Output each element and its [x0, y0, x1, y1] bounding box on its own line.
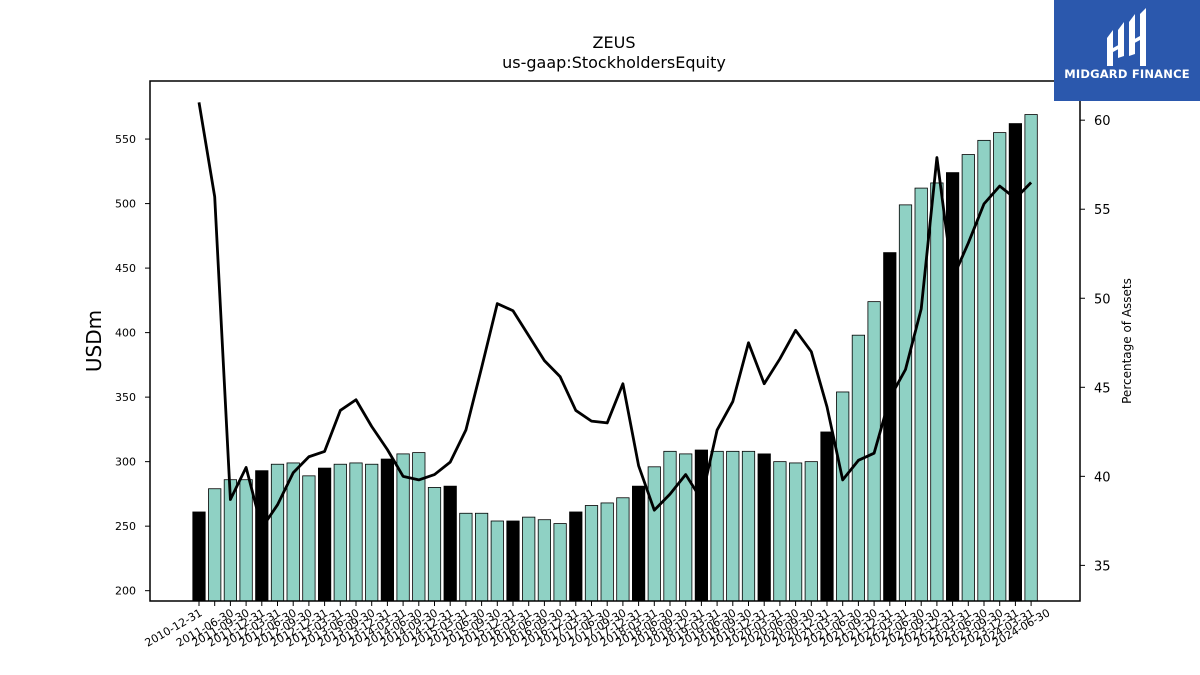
y-tick-label: 250	[115, 520, 136, 533]
plot-frame	[149, 80, 1081, 602]
bar	[804, 461, 818, 602]
bar	[522, 516, 536, 602]
bar	[584, 505, 599, 602]
bar	[365, 463, 379, 602]
bar	[914, 187, 928, 602]
bar	[836, 391, 850, 602]
bar	[412, 452, 426, 602]
bar	[632, 485, 646, 602]
y-tick-label: 550	[115, 133, 136, 146]
bar	[349, 462, 363, 602]
brand-name: MIDGARD FINANCE	[1064, 67, 1190, 81]
bar	[208, 488, 222, 602]
bar	[569, 511, 583, 602]
line-path	[197, 102, 1033, 530]
bar	[663, 450, 677, 602]
y-axis-label: USDm	[82, 310, 106, 372]
bar	[270, 463, 285, 602]
y-tick-label: 200	[115, 585, 136, 598]
bar	[851, 334, 866, 602]
y-tick-label: 500	[115, 198, 136, 211]
bar	[490, 520, 504, 602]
bar	[443, 485, 457, 602]
line-series	[197, 102, 1033, 530]
bar	[553, 523, 567, 602]
bar	[302, 475, 316, 602]
bar	[239, 479, 253, 602]
bar	[317, 467, 332, 602]
midgard-logo-icon	[1107, 8, 1146, 66]
bar	[474, 512, 489, 602]
bar	[380, 458, 395, 602]
bar	[883, 252, 897, 602]
y2-axis-label: Percentage of Assets	[1120, 278, 1134, 404]
bar	[741, 450, 756, 602]
brand-logo: MIDGARD FINANCE	[1054, 0, 1200, 101]
bar	[710, 450, 724, 602]
bar	[930, 182, 944, 602]
bar	[600, 502, 614, 602]
bar	[427, 487, 442, 602]
y2-tick-label: 40	[1094, 470, 1111, 485]
x-axis-ticks: 2010-12-312011-06-302011-09-302011-12-31…	[143, 601, 1052, 650]
y2-tick-label: 35	[1094, 559, 1111, 574]
y2-axis-ticks: 35 40 45 50 55 60	[1080, 114, 1111, 574]
bar	[506, 520, 520, 602]
y-axis-ticks: 200 250 300 350 400 450 500 550	[115, 133, 150, 598]
bar	[647, 466, 661, 602]
bar	[537, 519, 552, 602]
y-tick-label: 300	[115, 456, 136, 469]
bar	[255, 470, 269, 602]
chart-title: ZEUS	[593, 33, 636, 52]
bar	[694, 449, 709, 602]
y2-tick-label: 60	[1094, 114, 1111, 129]
bar	[192, 511, 206, 602]
bar	[773, 461, 787, 602]
bar	[333, 463, 347, 602]
y2-tick-label: 55	[1094, 203, 1111, 218]
y-tick-label: 400	[115, 327, 136, 340]
bar	[757, 453, 771, 602]
y-tick-label: 350	[115, 391, 136, 404]
y2-tick-label: 45	[1094, 381, 1111, 396]
bar	[726, 450, 740, 602]
bar	[789, 462, 803, 602]
bar	[993, 132, 1007, 602]
bar	[820, 431, 834, 602]
y2-tick-label: 50	[1094, 292, 1111, 307]
chart-subtitle: us-gaap:StockholdersEquity	[502, 53, 726, 72]
bar	[459, 512, 473, 602]
bar	[898, 204, 913, 602]
bar	[616, 497, 630, 602]
bar	[961, 154, 975, 602]
bar	[977, 139, 991, 602]
y-tick-label: 450	[115, 262, 136, 275]
bar-series	[192, 114, 1038, 602]
